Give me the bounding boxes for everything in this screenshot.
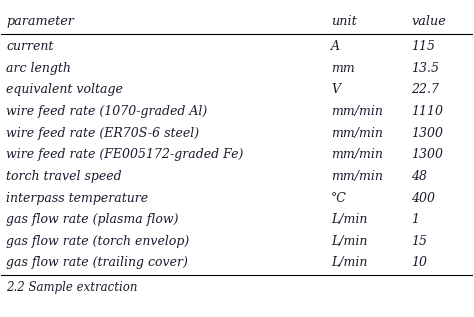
Text: equivalent voltage: equivalent voltage: [6, 83, 123, 96]
Text: 22.7: 22.7: [411, 83, 439, 96]
Text: 2.2 Sample extraction: 2.2 Sample extraction: [6, 281, 137, 294]
Text: °C: °C: [331, 191, 347, 204]
Text: gas flow rate (torch envelop): gas flow rate (torch envelop): [6, 235, 189, 248]
Text: 115: 115: [411, 40, 435, 53]
Text: 1300: 1300: [411, 148, 443, 161]
Text: wire feed rate (1070-graded Al): wire feed rate (1070-graded Al): [6, 105, 207, 118]
Text: arc length: arc length: [6, 62, 71, 75]
Text: 13.5: 13.5: [411, 62, 439, 75]
Text: mm/min: mm/min: [331, 148, 383, 161]
Text: value: value: [411, 15, 446, 28]
Text: torch travel speed: torch travel speed: [6, 170, 122, 183]
Text: wire feed rate (FE005172-graded Fe): wire feed rate (FE005172-graded Fe): [6, 148, 244, 161]
Text: mm: mm: [331, 62, 355, 75]
Text: 48: 48: [411, 170, 428, 183]
Text: wire feed rate (ER70S-6 steel): wire feed rate (ER70S-6 steel): [6, 126, 199, 139]
Text: gas flow rate (trailing cover): gas flow rate (trailing cover): [6, 256, 188, 269]
Text: mm/min: mm/min: [331, 126, 383, 139]
Text: mm/min: mm/min: [331, 170, 383, 183]
Text: 400: 400: [411, 191, 435, 204]
Text: 1300: 1300: [411, 126, 443, 139]
Text: L/min: L/min: [331, 256, 368, 269]
Text: unit: unit: [331, 15, 357, 28]
Text: L/min: L/min: [331, 235, 368, 248]
Text: 10: 10: [411, 256, 428, 269]
Text: 1: 1: [411, 213, 419, 226]
Text: mm/min: mm/min: [331, 105, 383, 118]
Text: V: V: [331, 83, 340, 96]
Text: parameter: parameter: [6, 15, 74, 28]
Text: interpass temperature: interpass temperature: [6, 191, 148, 204]
Text: gas flow rate (plasma flow): gas flow rate (plasma flow): [6, 213, 179, 226]
Text: 15: 15: [411, 235, 428, 248]
Text: A: A: [331, 40, 340, 53]
Text: current: current: [6, 40, 54, 53]
Text: 1110: 1110: [411, 105, 443, 118]
Text: L/min: L/min: [331, 213, 368, 226]
